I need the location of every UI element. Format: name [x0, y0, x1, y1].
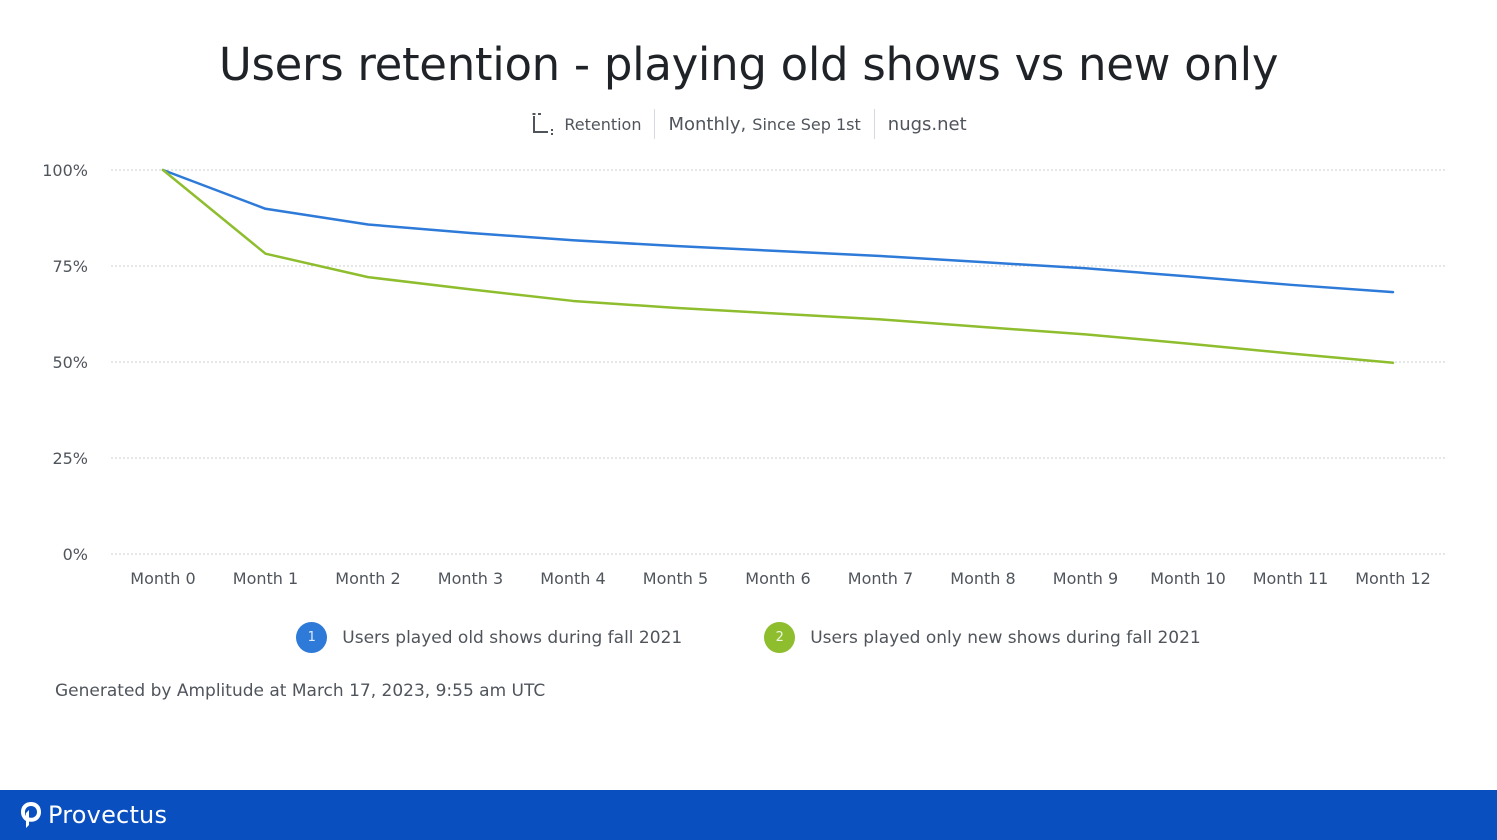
- data-point: [879, 318, 881, 320]
- data-point: [469, 288, 471, 290]
- y-tick-label: 50%: [52, 353, 88, 372]
- data-point: [674, 307, 676, 309]
- data-point: [1289, 352, 1291, 354]
- data-point: [264, 208, 266, 210]
- legend-label-2: Users played only new shows during fall …: [810, 627, 1201, 648]
- y-tick-label: 75%: [52, 257, 88, 276]
- legend-label-1: Users played old shows during fall 2021: [342, 627, 683, 648]
- data-point: [1084, 267, 1086, 269]
- data-point: [1289, 284, 1291, 286]
- x-tick-label: Month 9: [1053, 569, 1118, 588]
- data-point: [264, 253, 266, 255]
- data-point: [777, 312, 779, 314]
- legend-item-series-2[interactable]: 2 Users played only new shows during fal…: [764, 622, 1201, 653]
- series-line-2: [161, 168, 1395, 365]
- x-tick-label: Month 10: [1150, 569, 1226, 588]
- brand-footer-bar: Provectus: [0, 790, 1497, 840]
- since-label: Since Sep 1st: [752, 114, 861, 134]
- x-tick-label: Month 8: [950, 569, 1015, 588]
- x-tick-label: Month 12: [1355, 569, 1431, 588]
- x-tick-label: Month 4: [540, 569, 605, 588]
- data-point: [572, 239, 574, 241]
- x-tick-label: Month 3: [438, 569, 503, 588]
- chart-legend: 1 Users played old shows during fall 202…: [0, 622, 1497, 653]
- series-line-1: [161, 168, 1395, 294]
- x-tick-label: Month 1: [233, 569, 298, 588]
- data-point: [469, 232, 471, 234]
- retention-icon: [532, 113, 554, 135]
- brand-name: Provectus: [48, 801, 168, 829]
- x-tick-label: Month 2: [335, 569, 400, 588]
- chart-subtitle: Retention Monthly, Since Sep 1st nugs.ne…: [0, 108, 1497, 140]
- metric-label: Retention: [564, 114, 642, 134]
- x-tick-label: Month 11: [1253, 569, 1329, 588]
- data-point: [1392, 291, 1394, 293]
- project-segment: nugs.net: [875, 108, 980, 140]
- subtitle-divider: [873, 109, 875, 139]
- x-tick-label: Month 6: [745, 569, 810, 588]
- data-point: [982, 326, 984, 328]
- data-point: [879, 255, 881, 257]
- y-tick-label: 0%: [63, 545, 88, 564]
- metric-segment: Retention: [517, 108, 654, 140]
- data-point: [367, 276, 369, 278]
- data-point: [1187, 342, 1189, 344]
- subtitle-divider: [654, 109, 656, 139]
- data-point: [1187, 275, 1189, 277]
- data-point: [367, 223, 369, 225]
- legend-item-series-1[interactable]: 1 Users played old shows during fall 202…: [296, 622, 682, 653]
- data-point: [982, 261, 984, 263]
- interval-segment: Monthly, Since Sep 1st: [655, 108, 873, 140]
- x-tick-label: Month 5: [643, 569, 708, 588]
- project-label: nugs.net: [887, 113, 967, 135]
- data-point: [1084, 333, 1086, 335]
- chart-title: Users retention - playing old shows vs n…: [218, 38, 1279, 91]
- data-point: [777, 250, 779, 252]
- legend-marker-2: 2: [764, 622, 796, 653]
- interval-label: Monthly,: [668, 113, 747, 135]
- data-point: [1392, 362, 1394, 364]
- y-tick-label: 25%: [52, 449, 88, 468]
- data-point: [674, 245, 676, 247]
- y-tick-label: 100%: [42, 161, 88, 180]
- provectus-logo-icon: [21, 802, 41, 828]
- data-point: [572, 300, 574, 302]
- generated-note: Generated by Amplitude at March 17, 2023…: [55, 681, 546, 701]
- x-tick-label: Month 0: [130, 569, 195, 588]
- data-point: [162, 169, 164, 171]
- retention-line-chart: 0% 25% 50% 75% 100% Month 0 Month 1 Month 2 Mont…: [42, 161, 1446, 588]
- x-tick-label: Month 7: [848, 569, 913, 588]
- legend-marker-1: 1: [296, 622, 328, 653]
